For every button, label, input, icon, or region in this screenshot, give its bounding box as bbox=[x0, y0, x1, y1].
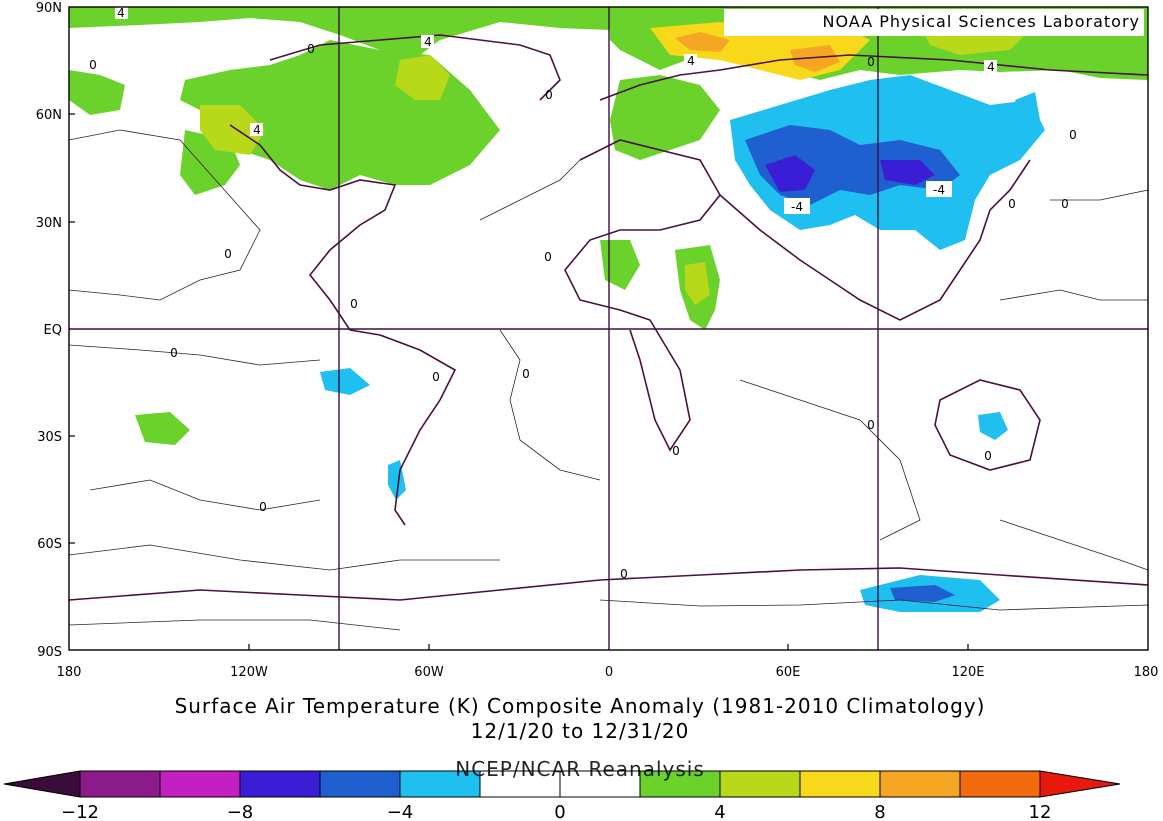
patagonia-cold bbox=[388, 460, 406, 500]
lon-label-120e: 120E bbox=[951, 665, 984, 680]
lat-label-eq: EQ bbox=[44, 323, 62, 338]
longitude-labels: 180 120W 60W 0 60E 120E 180 bbox=[57, 665, 1159, 680]
pacific-coast-cold bbox=[1015, 92, 1040, 130]
contour-label: 0 bbox=[1008, 197, 1016, 211]
contour-label: 0 bbox=[1061, 197, 1069, 211]
mongolia-cold-deep bbox=[880, 160, 935, 185]
map-title: Surface Air Temperature (K) Composite An… bbox=[174, 694, 986, 718]
south-atlantic-cold bbox=[320, 368, 370, 395]
lon-label-0: 0 bbox=[605, 665, 613, 680]
kara-warm-orange bbox=[790, 45, 840, 72]
axis-ticks bbox=[69, 113, 969, 650]
lon-label-120w: 120W bbox=[230, 665, 268, 680]
grid-lines bbox=[69, 7, 1148, 650]
colorbar-swatch bbox=[399, 770, 481, 798]
contour-label: 4 bbox=[684, 54, 697, 68]
colorbar-swatch bbox=[879, 770, 961, 798]
credit-box bbox=[724, 9, 1144, 36]
svg-text:-4: -4 bbox=[933, 183, 945, 197]
colorbar-swatch bbox=[479, 770, 561, 798]
contour-label: 0 bbox=[867, 418, 875, 432]
contour-label: 0 bbox=[522, 367, 530, 381]
colorbar-tick-label: −4 bbox=[387, 802, 414, 821]
svg-text:4: 4 bbox=[117, 6, 125, 20]
map-frame bbox=[68, 6, 1149, 651]
date-range: 12/1/20 to 12/31/20 bbox=[470, 719, 690, 743]
contour-label: 0 bbox=[867, 55, 875, 69]
contour-label: -4 bbox=[926, 181, 952, 197]
pacific-warm bbox=[135, 412, 190, 445]
colorbar-tick-label: 8 bbox=[874, 802, 885, 821]
lat-label-90n: 90N bbox=[36, 1, 62, 16]
contour-label: 0 bbox=[544, 250, 552, 264]
coastlines bbox=[69, 34, 1148, 601]
credit-label: NOAA Physical Sciences Laboratory bbox=[823, 12, 1140, 31]
asia-cold-deep bbox=[765, 155, 815, 192]
lat-label-30n: 30N bbox=[36, 216, 62, 231]
colorbar-tick-label: 12 bbox=[1029, 802, 1052, 821]
africa-warm-2 bbox=[600, 240, 640, 290]
colorbar-swatch bbox=[559, 770, 641, 798]
latitude-labels: 90N 60N 30N EQ 30S 60S 90S bbox=[36, 1, 62, 660]
colorbar-swatch bbox=[319, 770, 401, 798]
contour-label: 0 bbox=[170, 346, 178, 360]
contour-label: 0 bbox=[545, 88, 553, 102]
colorbar: −12 −8 −4 0 4 8 12 bbox=[3, 770, 1121, 821]
lat-label-60n: 60N bbox=[36, 108, 62, 123]
contour-label: 0 bbox=[89, 58, 97, 72]
contour-label: 4 bbox=[984, 60, 997, 74]
contour-label: 0 bbox=[1069, 128, 1077, 142]
contour-label: 0 bbox=[350, 297, 358, 311]
contour-lines bbox=[69, 129, 1148, 631]
east-africa-yellow bbox=[685, 262, 710, 305]
australia-cold bbox=[978, 412, 1008, 440]
contour-label: 4 bbox=[421, 35, 434, 49]
colorbar-tick-label: −8 bbox=[227, 802, 254, 821]
colorbar-tick-label: −12 bbox=[61, 802, 99, 821]
contour-label: 0 bbox=[259, 500, 267, 514]
alaska-warm bbox=[69, 70, 125, 115]
colorbar-swatch bbox=[79, 770, 161, 798]
lat-label-90s: 90S bbox=[37, 645, 62, 660]
contour-label: 0 bbox=[672, 444, 680, 458]
colorbar-swatch bbox=[239, 770, 321, 798]
contour-label: -4 bbox=[784, 198, 810, 214]
lon-label-180e: 180 bbox=[1134, 665, 1159, 680]
lon-label-180w: 180 bbox=[57, 665, 82, 680]
contour-label: 4 bbox=[115, 6, 128, 20]
siberia-warm-orange bbox=[675, 32, 730, 52]
lon-label-60e: 60E bbox=[776, 665, 801, 680]
data-source: NCEP/NCAR Reanalysis bbox=[455, 757, 705, 781]
greenland-warm-yellow bbox=[395, 55, 450, 100]
antarctic-cold-blue bbox=[890, 585, 955, 602]
colorbar-swatch bbox=[639, 770, 721, 798]
contour-label: 0 bbox=[432, 370, 440, 384]
contour-label: 4 bbox=[250, 123, 263, 137]
lat-label-30s: 30S bbox=[37, 430, 62, 445]
lat-label-60s: 60S bbox=[37, 537, 62, 552]
contour-label: 0 bbox=[307, 42, 315, 56]
svg-text:4: 4 bbox=[424, 35, 432, 49]
svg-text:4: 4 bbox=[687, 54, 695, 68]
contour-label: 0 bbox=[224, 247, 232, 261]
europe-warm bbox=[610, 75, 720, 160]
alaska-warm-yellow bbox=[200, 105, 265, 155]
contour-label: 0 bbox=[984, 449, 992, 463]
contour-label: 0 bbox=[620, 567, 628, 581]
svg-text:4: 4 bbox=[987, 60, 995, 74]
colorbar-tick-label: 4 bbox=[714, 802, 725, 821]
svg-text:4: 4 bbox=[253, 123, 261, 137]
colorbar-swatch bbox=[719, 770, 801, 798]
map-panel: NOAA Physical Sciences Laboratory 4 4 4 … bbox=[69, 6, 1148, 650]
colorbar-arrow-high bbox=[1039, 770, 1121, 798]
svg-text:-4: -4 bbox=[791, 200, 803, 214]
lon-label-60w: 60W bbox=[414, 665, 444, 680]
contour-value-labels: 4 4 4 4 4 0 0 0 0 0 0 0 0 0 0 0 0 0 0 0 … bbox=[89, 6, 1077, 581]
colorbar-tick-label: 0 bbox=[554, 802, 565, 821]
